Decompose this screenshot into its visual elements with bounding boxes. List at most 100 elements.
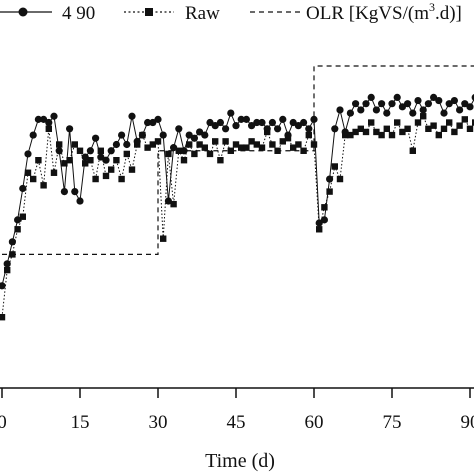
series-4-90-point: [424, 100, 432, 108]
series-4-90-point: [216, 118, 224, 127]
series-raw-point: [217, 157, 224, 164]
series-raw-line: [1, 115, 474, 318]
series-raw-point: [123, 150, 130, 158]
series-4-90-point: [435, 96, 443, 105]
series-4-90-point: [471, 94, 474, 101]
legend-label-series-1: 4 90: [62, 3, 95, 24]
series-raw-point: [440, 125, 448, 132]
series-4-90-point: [76, 197, 84, 205]
series-4-90-point: [196, 128, 204, 136]
series-4-90-point: [50, 112, 58, 120]
series-4-90-point: [289, 118, 297, 127]
series-4-90-point: [300, 118, 308, 127]
series-raw-point: [326, 188, 333, 195]
series-raw-point: [336, 175, 344, 183]
series-raw-point: [144, 144, 151, 151]
series-4-90-point: [128, 112, 136, 120]
series-4-90-point: [190, 134, 198, 142]
series-raw-point: [82, 160, 89, 167]
series-4-90-point: [440, 109, 448, 117]
x-tick-label: 15: [71, 412, 90, 433]
series-4-90-point: [66, 125, 74, 133]
legend: 4 90 Raw OLR [KgVS/(m3.d)]: [0, 0, 462, 24]
series-raw-point: [201, 144, 208, 151]
series-4-90-point: [414, 96, 422, 105]
series-4-90-point: [97, 153, 105, 161]
series-raw-point: [456, 122, 463, 129]
x-tick-label: 45: [227, 412, 246, 433]
series-raw-point: [321, 204, 328, 211]
series-raw-point: [446, 119, 453, 126]
legend-label-series-3-part1: OLR [KgVS/(m: [306, 3, 429, 24]
series-raw-point: [300, 147, 307, 154]
series-raw-point: [128, 166, 136, 173]
series-4-90-point: [164, 197, 172, 205]
series-4-90-point: [326, 175, 334, 183]
series-4-90-point: [144, 118, 152, 127]
series-4-90-point: [362, 100, 370, 108]
series-raw-point: [24, 169, 32, 176]
series-4-90-point: [201, 131, 209, 139]
series-raw-point: [316, 226, 323, 233]
series-4-90-point: [206, 118, 214, 127]
series-raw-point: [279, 138, 286, 145]
series-raw-point: [258, 144, 266, 151]
series-4-90-point: [159, 131, 167, 139]
series-4-90-point: [154, 115, 162, 123]
series-4-90-point: [336, 106, 344, 114]
series-4-90-point: [8, 238, 16, 246]
series-raw-point: [0, 314, 6, 321]
series-raw-point: [227, 147, 234, 154]
series-raw-point: [274, 147, 281, 154]
series-4-90-point: [138, 131, 146, 139]
series-raw-point: [362, 128, 370, 136]
series-4-90-point: [404, 100, 412, 108]
series-4-90-point: [19, 184, 27, 193]
series-4-90-point: [40, 115, 48, 123]
series-4-90-point: [222, 125, 230, 133]
series-4-90-point: [55, 147, 63, 155]
legend-label-series-2: Raw: [185, 3, 220, 24]
x-tick-label: 0: [0, 412, 7, 433]
series-raw-point: [30, 175, 37, 183]
series-raw-point: [66, 157, 73, 164]
series-4-90-point: [388, 100, 396, 108]
x-tick-label: 75: [383, 412, 402, 433]
series-4-90-point: [60, 188, 68, 196]
legend-marker-series-2: [145, 8, 153, 16]
series-raw-point: [165, 150, 172, 158]
series-raw-point: [435, 131, 442, 139]
x-tick-label: 60: [305, 412, 324, 433]
series-raw-point: [97, 147, 104, 154]
series-4-90-point: [419, 106, 427, 114]
series-raw-point: [378, 131, 385, 139]
series-4-90-point: [258, 118, 266, 127]
series-4-90-point: [378, 100, 386, 108]
x-tick-label: 90: [461, 412, 474, 433]
series-4-90-point: [133, 137, 141, 145]
series-4-90-point: [279, 115, 287, 123]
series-4-90-point: [430, 93, 438, 101]
series-olr-line: [2, 65, 474, 255]
legend-label-series-3-sup: 3: [429, 0, 435, 14]
series-4-90-point: [367, 93, 375, 101]
series-raw-point: [253, 141, 260, 148]
series-4-90-point: [112, 140, 120, 149]
series-4-90-point: [86, 147, 94, 155]
series-4-90-point: [450, 96, 458, 105]
series-raw-point: [113, 157, 120, 164]
series-raw-point: [14, 226, 21, 233]
series-4-90-point: [310, 115, 318, 123]
series-4-90-point: [211, 122, 219, 130]
series-4-90-point: [253, 118, 261, 127]
series-raw-point: [191, 150, 198, 158]
series-4-90-point: [383, 109, 391, 117]
series-raw-point: [243, 144, 250, 151]
series-raw-point: [35, 157, 42, 164]
series-raw-point: [149, 141, 156, 148]
series-4-90-point: [123, 140, 131, 149]
series-4-90-point: [268, 118, 276, 127]
series-raw-point: [368, 119, 375, 126]
series-4-90-point: [149, 118, 157, 127]
